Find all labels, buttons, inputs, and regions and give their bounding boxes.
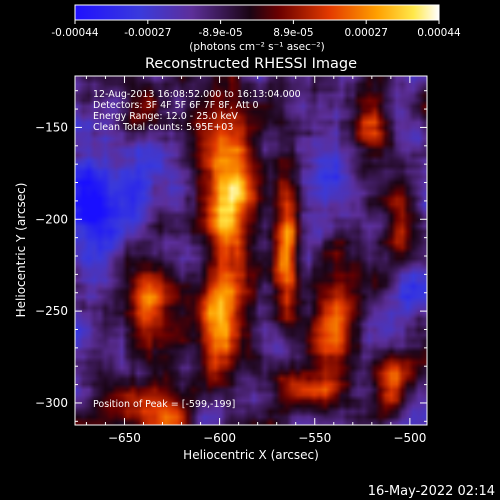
colorbar: [74, 4, 440, 21]
colorbar-tick-label: -8.9e-05: [199, 27, 243, 39]
x-tick-label: −650: [108, 431, 141, 445]
chart-title: Reconstructed RHESSI Image: [145, 56, 357, 72]
colorbar-unit-label: (photons cm⁻² s⁻¹ asec⁻²): [189, 41, 324, 53]
annotation-detectors: Detectors: 3F 4F 5F 6F 7F 8F, Att 0: [93, 100, 259, 111]
annotation-peak-position: Position of Peak = [-599,-199]: [93, 399, 235, 410]
plot-frame: [74, 75, 428, 426]
x-tick-label: −500: [393, 431, 426, 445]
annotation-time-range: 12-Aug-2013 16:08:52.000 to 16:13:04.000: [93, 89, 301, 100]
heatmap-image: [75, 76, 427, 425]
colorbar-ticks: -0.00044 -0.00027 -8.9e-05 8.9e-05 0.00027 0.…: [51, 20, 461, 39]
colorbar-tick-label: 0.00044: [417, 27, 461, 39]
colorbar-tick-label: -0.00044: [51, 27, 99, 39]
y-tick-label: −200: [35, 212, 68, 226]
colorbar-tick-label: -0.00027: [124, 27, 171, 39]
y-axis-label: Heliocentric Y (arcsec): [14, 183, 28, 318]
x-axis-label: Heliocentric X (arcsec): [183, 448, 319, 462]
annotation-clean-counts: Clean Total counts: 5.95E+03: [93, 122, 233, 133]
axis-ticks: −650 −600 −550 −500 −300 −250 −200 −150: [35, 76, 427, 445]
x-tick-label: −550: [298, 431, 331, 445]
y-tick-label: −250: [35, 304, 68, 318]
footer-timestamp: 16-May-2022 02:14: [368, 484, 495, 499]
colorbar-tick-label: 0.00027: [344, 27, 387, 39]
y-tick-label: −150: [35, 120, 68, 134]
y-tick-label: −300: [35, 396, 68, 410]
colorbar-tick-label: 8.9e-05: [273, 27, 313, 39]
annotation-energy-range: Energy Range: 12.0 - 25.0 keV: [93, 111, 238, 122]
x-tick-label: −600: [203, 431, 236, 445]
image-annotations: 12-Aug-2013 16:08:52.000 to 16:13:04.000…: [93, 89, 301, 410]
